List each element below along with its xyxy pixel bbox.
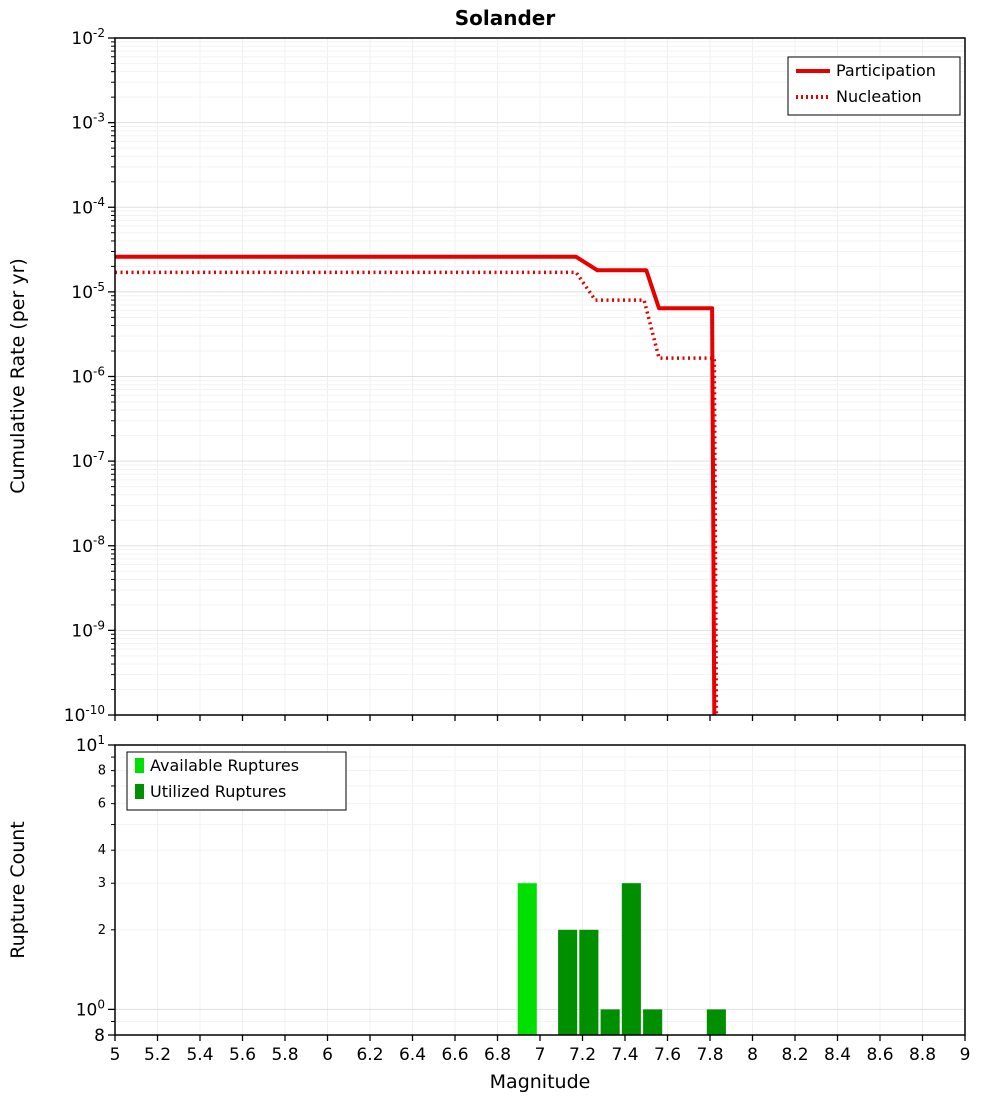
y-tick-label: 8 (94, 1026, 105, 1046)
x-tick-label: 8.6 (866, 1045, 893, 1065)
legend-swatch-utilized-ruptures (135, 784, 144, 799)
legend-label-nucleation: Nucleation (836, 87, 922, 106)
y-tick-label: 10-6 (71, 364, 105, 387)
x-tick-label: 6.4 (399, 1045, 426, 1065)
y-tick-label: 10-4 (71, 195, 105, 218)
x-tick-label: 5.4 (186, 1045, 213, 1065)
legend-label-available-ruptures: Available Ruptures (150, 756, 299, 775)
x-tick-label: 8 (747, 1045, 758, 1065)
x-tick-label: 7.4 (611, 1045, 638, 1065)
x-axis-title: Magnitude (490, 1071, 591, 1093)
x-tick-label: 7.8 (696, 1045, 723, 1065)
legend-label-participation: Participation (836, 61, 936, 80)
y-tick-label: 10-3 (71, 111, 105, 134)
y-tick-label: 100 (76, 997, 105, 1020)
x-tick-label: 5 (110, 1045, 121, 1065)
x-tick-label: 7 (535, 1045, 546, 1065)
legend: Participation Nucleation (787, 56, 961, 116)
x-axis-ticks (114, 715, 966, 721)
x-tick-label: 8.2 (781, 1045, 808, 1065)
y-minor-tick-label: 2 (98, 923, 106, 938)
y-axis: 101 100 8 8 6 4 3 2 (76, 733, 115, 1046)
legend: Available Ruptures Utilized Ruptures (126, 751, 347, 811)
x-tick-label: 8.4 (824, 1045, 851, 1065)
figure-title: Solander (455, 6, 556, 30)
x-axis-ticks: 5 5.2 5.4 5.6 5.8 6 6.2 6.4 6.6 6.8 7 7.2 7.4 7.6 7.8 8… (110, 1035, 971, 1065)
y-tick-label: 10-5 (71, 280, 105, 303)
legend-box (126, 751, 347, 811)
x-tick-label: 7.2 (569, 1045, 596, 1065)
y-minor-tick-label: 6 (98, 797, 106, 812)
bar-utilized-ruptures (579, 929, 599, 1035)
legend-label-utilized-ruptures: Utilized Ruptures (150, 782, 286, 801)
x-tick-label: 9 (960, 1045, 971, 1065)
grid (114, 37, 966, 716)
legend-swatch-available-ruptures (135, 758, 144, 773)
series-line-nucleation (115, 270, 719, 715)
bottom-y-axis-title: Rupture Count (7, 821, 29, 959)
y-tick-label: 10-7 (71, 449, 105, 472)
x-tick-label: 5.6 (229, 1045, 256, 1065)
x-tick-label: 5.8 (271, 1045, 298, 1065)
series-line-participation (115, 254, 717, 715)
y-minor-tick-label: 3 (98, 876, 106, 891)
bar-available-ruptures (517, 883, 537, 1035)
bar-utilized-ruptures (706, 1009, 726, 1035)
bar-utilized-ruptures (643, 1009, 663, 1035)
x-tick-label: 7.6 (654, 1045, 681, 1065)
y-tick-label: 10-10 (64, 703, 105, 726)
x-tick-label: 5.2 (144, 1045, 171, 1065)
cumulative-rate-plot: 10-2 10-3 10-4 10-5 10-6 10-7 10-8 10-9 10-10 Par… (64, 26, 966, 726)
y-axis: 10-2 10-3 10-4 10-5 10-6 10-7 10-8 10-9 10-10 (64, 26, 115, 726)
rupture-count-plot: 101 100 8 8 6 4 3 2 5 5.2 5.4 5.6 5.8 6 6.2 6.4 6.6 6.8 7 7… (76, 733, 971, 1065)
y-tick-label: 10-2 (71, 26, 105, 49)
top-y-axis-title: Cumulative Rate (per yr) (7, 258, 29, 494)
x-tick-label: 6 (322, 1045, 333, 1065)
y-tick-label: 10-8 (71, 534, 105, 557)
y-tick-label: 10-9 (71, 618, 105, 641)
x-tick-label: 6.8 (484, 1045, 511, 1065)
bar-utilized-ruptures (621, 883, 641, 1035)
legend-box (787, 56, 961, 116)
bar-utilized-ruptures (600, 1009, 620, 1035)
x-tick-label: 6.6 (441, 1045, 468, 1065)
y-minor-tick-label: 8 (98, 764, 106, 779)
bars (517, 883, 726, 1035)
x-tick-label: 8.8 (909, 1045, 936, 1065)
series (115, 254, 719, 715)
y-tick-label: 101 (76, 733, 105, 756)
bar-utilized-ruptures (558, 929, 578, 1035)
x-tick-label: 6.2 (356, 1045, 383, 1065)
y-minor-tick-label: 4 (98, 843, 106, 858)
